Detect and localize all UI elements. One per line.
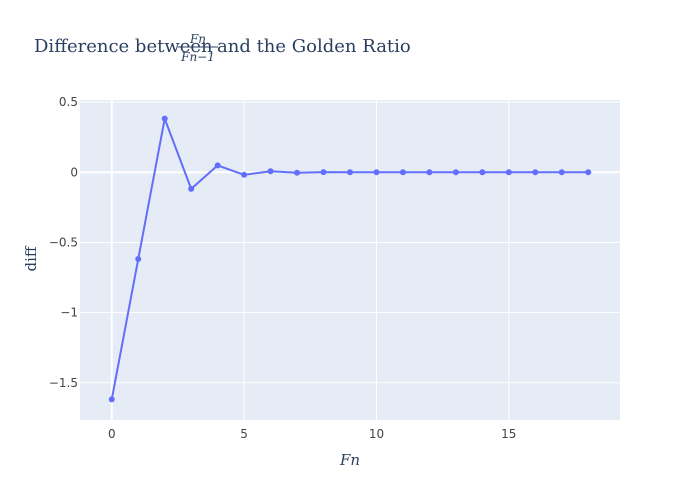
data-point — [188, 185, 195, 192]
data-point — [294, 169, 301, 176]
data-point — [241, 171, 248, 178]
y-tick-label: 0.5 — [59, 95, 78, 109]
data-point — [320, 169, 327, 176]
data-point — [347, 169, 353, 176]
chart-title: Difference between Fn Fn−1 and the Golde… — [34, 32, 411, 64]
title-fraction-numerator: Fn — [189, 32, 206, 46]
title-prefix: Difference between — [34, 36, 213, 57]
title-fraction-denominator: Fn−1 — [180, 50, 215, 64]
x-tick-label: 10 — [369, 427, 384, 441]
data-point — [267, 168, 274, 175]
data-point — [161, 115, 168, 122]
x-tick-label: 15 — [501, 427, 516, 441]
y-tick-label: −1.5 — [49, 376, 78, 390]
x-tick-label: 5 — [240, 427, 248, 441]
data-point — [532, 169, 539, 176]
x-tick-label: 0 — [108, 427, 116, 441]
title-suffix: and the Golden Ratio — [217, 36, 411, 57]
data-point — [135, 256, 142, 263]
y-tick-label: −1 — [60, 306, 78, 320]
plot-area — [80, 100, 620, 420]
data-point — [108, 396, 115, 403]
y-tick-label: −0.5 — [49, 235, 78, 249]
y-tick-label: 0 — [70, 165, 78, 179]
data-point — [585, 169, 592, 176]
data-point — [558, 169, 565, 176]
data-point — [214, 162, 221, 169]
x-axis-title: Fn — [339, 451, 360, 469]
y-axis-title: diff — [22, 245, 40, 271]
data-point — [505, 169, 512, 176]
data-point — [373, 169, 380, 176]
tick-labels: 0 5 10 15 0.5 0 −0.5 −1 −1.5 — [49, 95, 517, 441]
data-point — [479, 169, 486, 176]
data-point — [452, 169, 459, 176]
series-layer — [108, 115, 592, 403]
data-point — [399, 169, 406, 176]
data-point — [426, 169, 433, 176]
